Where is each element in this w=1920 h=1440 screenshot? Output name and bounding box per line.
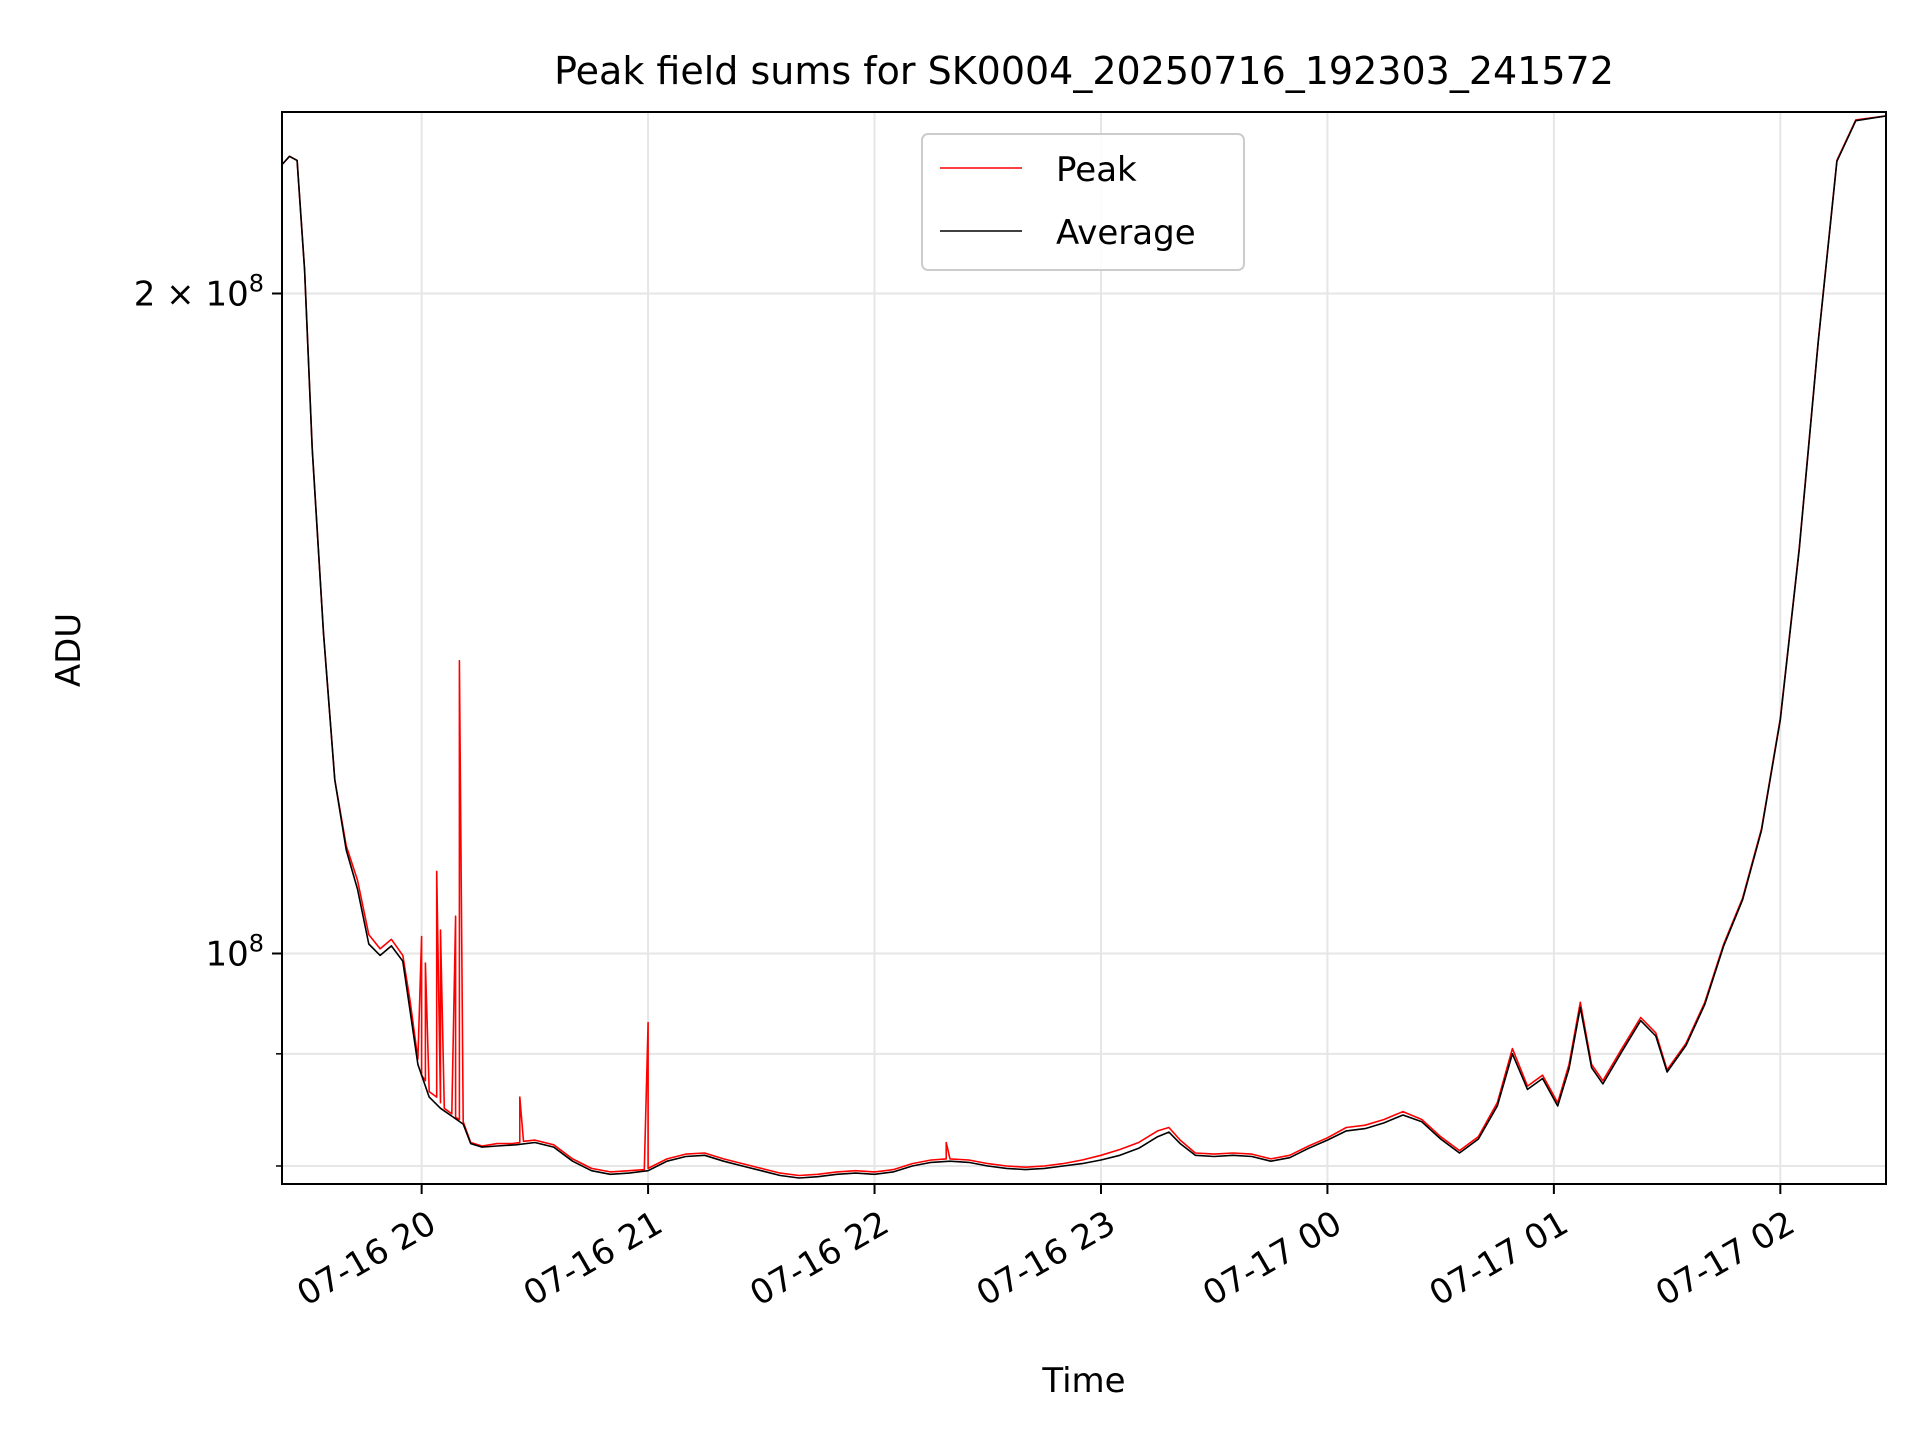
legend-label-peak: Peak: [1056, 150, 1137, 190]
legend: Peak Average: [921, 133, 1245, 271]
series-layer: [281, 115, 1887, 1179]
y-axis: 2 × 108 108: [134, 270, 282, 1167]
plot-frame: [281, 111, 1887, 1185]
y-tick-label: 2 × 108: [134, 270, 264, 315]
series-line-peak: [281, 115, 1887, 1177]
y-tick-label: 108: [205, 930, 264, 975]
legend-label-average: Average: [1056, 213, 1196, 253]
chart-title: Peak field sums for SK0004_20250716_1923…: [554, 49, 1614, 93]
y-axis-label: ADU: [49, 613, 89, 687]
x-axis-label: Time: [1041, 1361, 1125, 1401]
series-line-average: [281, 115, 1887, 1179]
